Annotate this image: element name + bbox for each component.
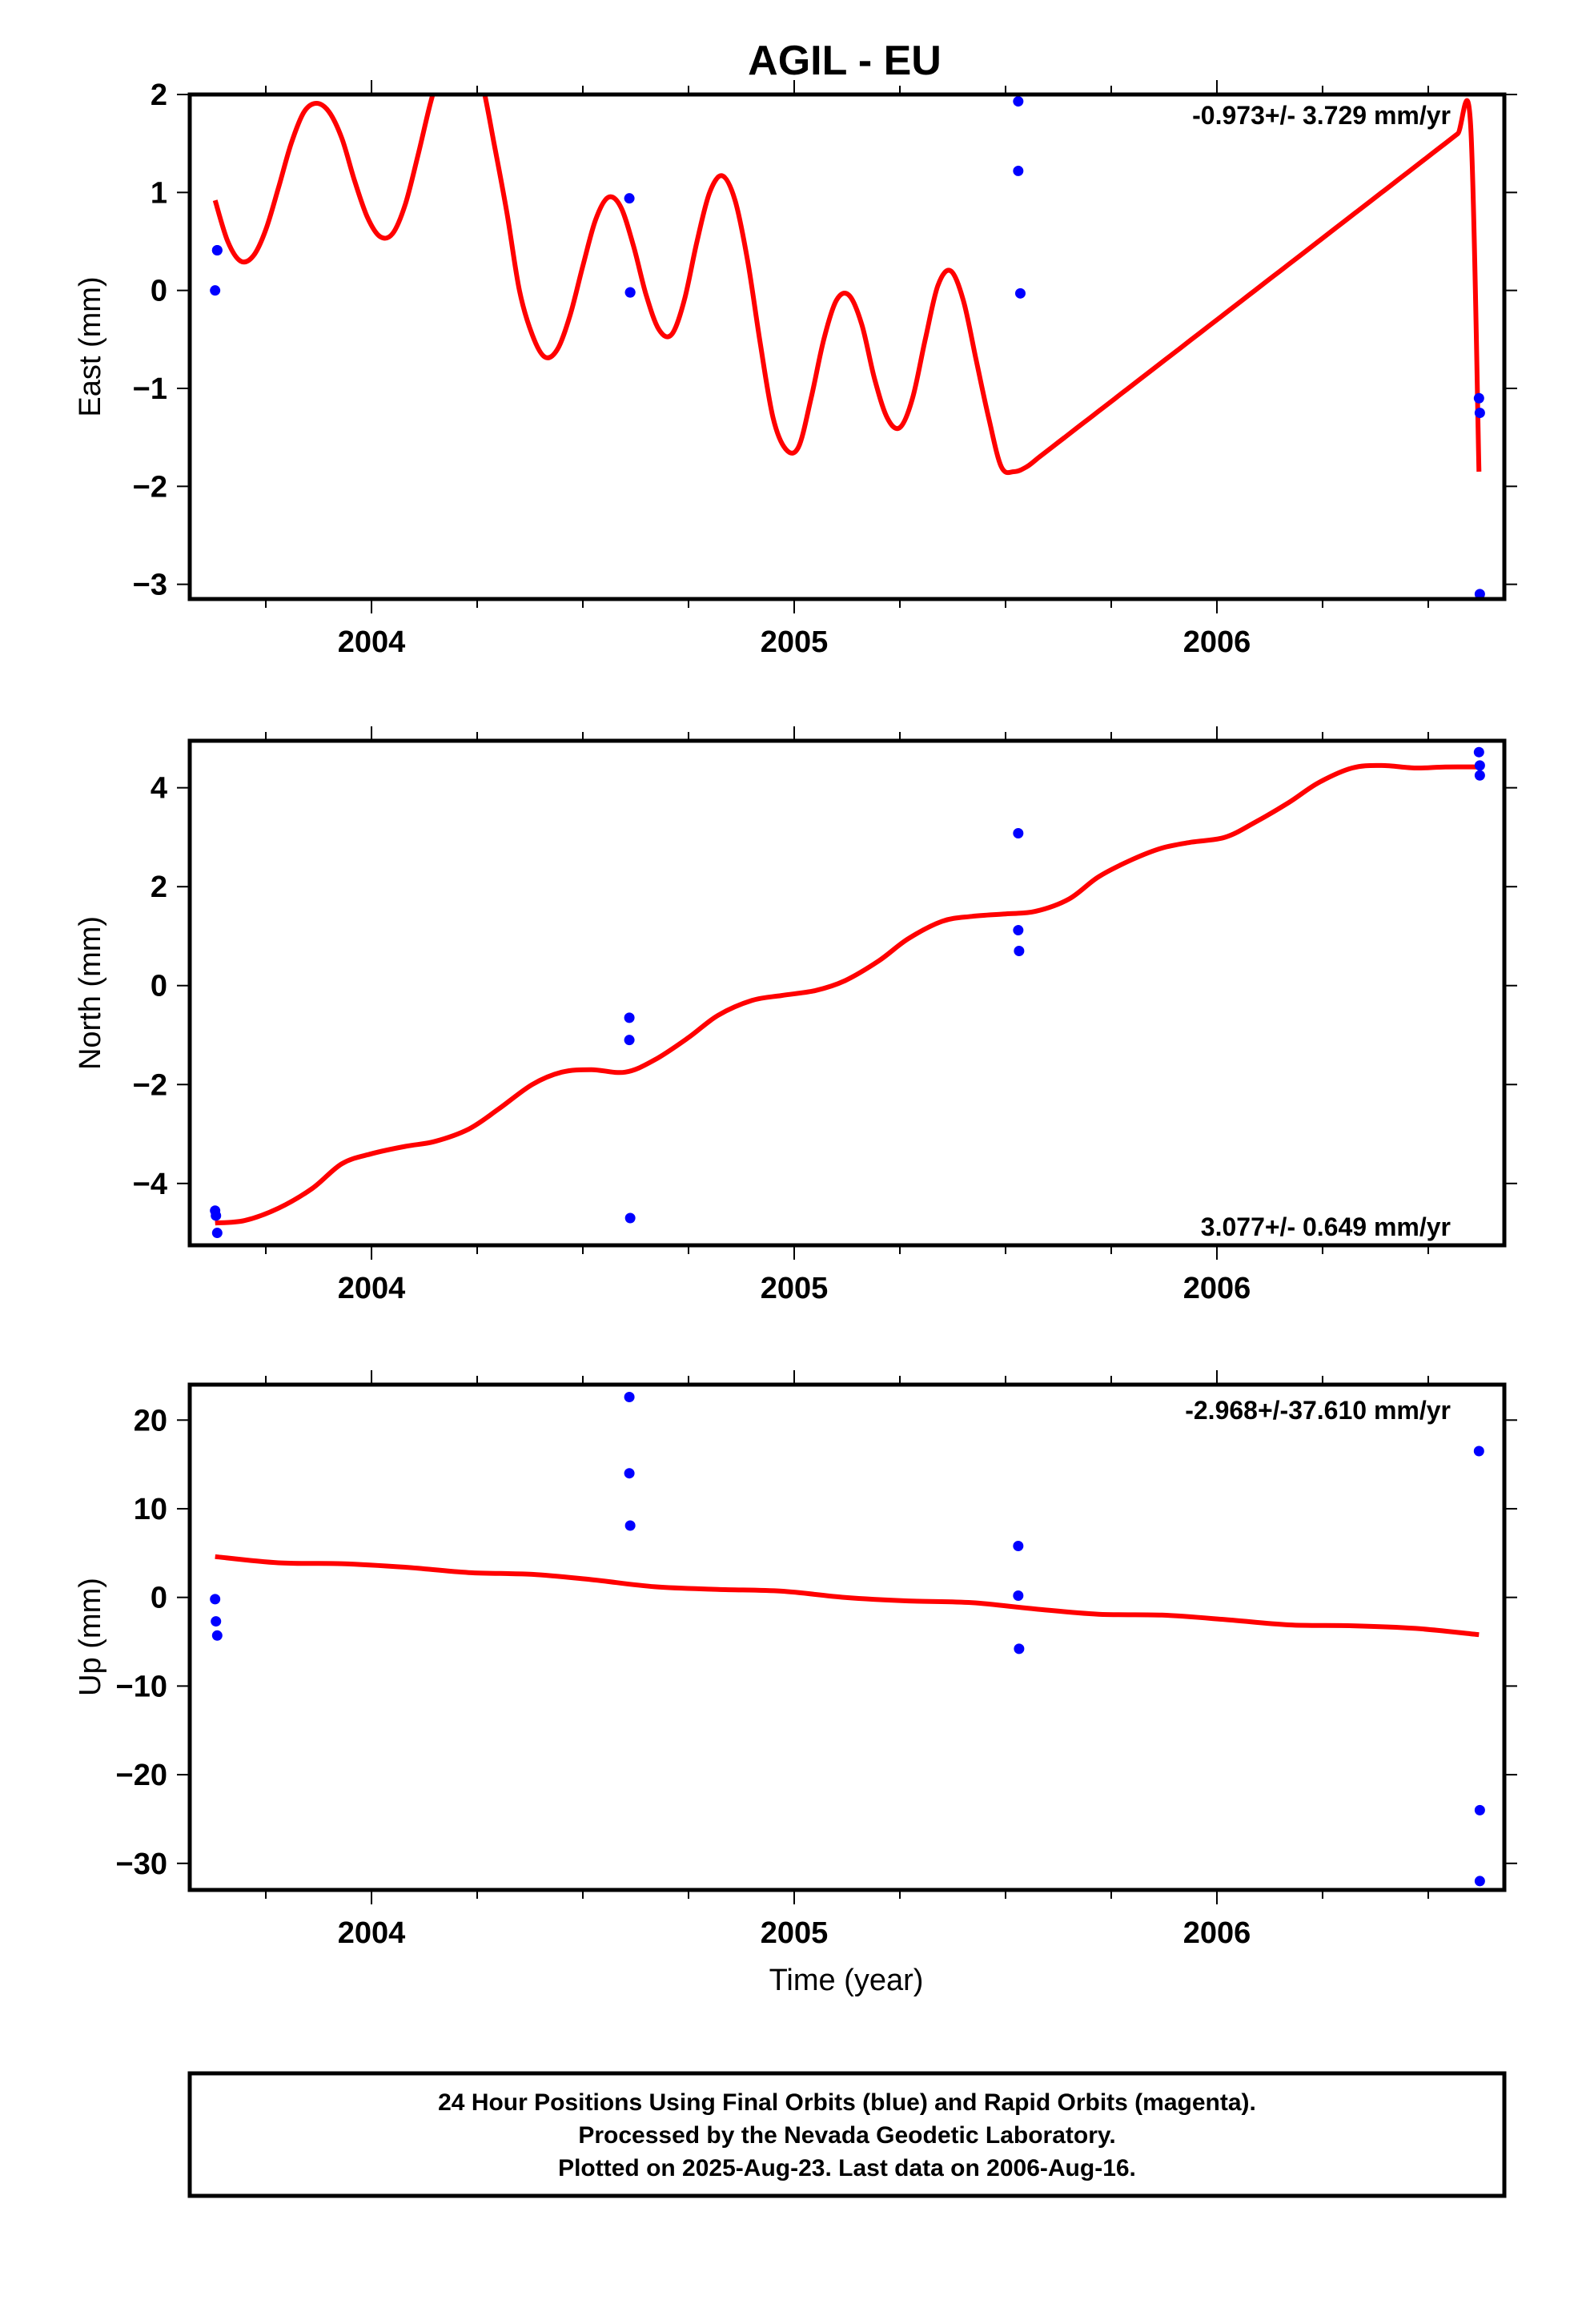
- east-data-point: [1013, 165, 1024, 176]
- north-y-tick-label: 2: [151, 870, 167, 904]
- east-x-tick-label: 2005: [761, 625, 829, 659]
- north-rate-label: 3.077+/- 0.649 mm/yr: [1201, 1212, 1451, 1241]
- up-x-tick-label: 2006: [1183, 1916, 1251, 1950]
- up-model-curve: [215, 1554, 1480, 1638]
- east-x-tick-label: 2004: [338, 625, 406, 659]
- up-rate-label: -2.968+/-37.610 mm/yr: [1185, 1396, 1451, 1425]
- north-data-point: [211, 1210, 222, 1221]
- east-y-tick-label: −1: [133, 372, 167, 406]
- up-data-point: [1013, 1590, 1024, 1601]
- east-data-point: [210, 285, 221, 296]
- footer-box: [187, 2071, 1507, 2198]
- up-data-point: [1014, 1643, 1025, 1655]
- north-y-tick-label: −2: [133, 1068, 167, 1102]
- east-y-tick-label: 1: [151, 176, 167, 210]
- north-data-point: [1014, 946, 1025, 956]
- north-data-point: [211, 1228, 223, 1239]
- up-panel: Up (mm) -2.968+/-37.610 mm/yr 2004 2005 20…: [74, 1370, 1517, 1950]
- north-y-tick-label: −4: [133, 1168, 167, 1201]
- north-data-point: [1474, 760, 1485, 771]
- up-data-point: [1474, 1876, 1485, 1887]
- north-data-point: [624, 1012, 635, 1023]
- north-x-tick-label: 2004: [338, 1272, 406, 1305]
- north-y-tick-label: 4: [151, 772, 167, 806]
- east-axis-label: East (mm): [74, 276, 107, 416]
- north-data-point: [1473, 746, 1484, 758]
- east-y-tick-label: 2: [151, 78, 167, 112]
- up-x-tick-label: 2005: [761, 1916, 829, 1950]
- up-y-tick-label: 0: [151, 1582, 167, 1615]
- east-x-tick-label: 2006: [1183, 625, 1251, 659]
- up-y-tick-label: 10: [134, 1493, 167, 1526]
- up-y-tick-label: 20: [134, 1404, 167, 1437]
- north-axis-label: North (mm): [74, 916, 107, 1070]
- east-data-point: [624, 193, 635, 204]
- footer-line-1: 24 Hour Positions Using Final Orbits (bl…: [438, 2089, 1256, 2116]
- east-y-tick-label: −2: [133, 470, 167, 504]
- up-plot-frame: [187, 1382, 1507, 1892]
- up-x-tick-label: 2004: [338, 1916, 406, 1950]
- north-panel: North (mm) 3.077+/- 0.649 mm/yr 2004 2005…: [74, 726, 1517, 1305]
- x-axis-label: Time (year): [769, 1964, 924, 1997]
- east-y-tick-label: 0: [151, 275, 167, 308]
- footer-line-2: Processed by the Nevada Geodetic Laborat…: [578, 2122, 1115, 2149]
- north-x-tick-label: 2005: [761, 1272, 829, 1305]
- east-data-point: [1474, 408, 1485, 419]
- up-data-point: [210, 1594, 221, 1605]
- north-model-curve: [215, 762, 1480, 1226]
- east-panel: East (mm) -0.973+/- 3.729 mm/yr 2004 2005…: [74, 78, 1517, 659]
- up-data-point: [1474, 1804, 1485, 1815]
- east-data-point: [1013, 96, 1024, 107]
- up-axis-label: Up (mm): [74, 1578, 107, 1696]
- north-x-tick-label: 2006: [1183, 1272, 1251, 1305]
- up-data-point: [211, 1616, 222, 1627]
- up-data-point: [624, 1468, 635, 1479]
- figure-title: AGIL - EU: [748, 38, 942, 84]
- up-y-tick-label: −10: [116, 1670, 167, 1703]
- east-data-point: [624, 287, 636, 298]
- east-rate-label: -0.973+/- 3.729 mm/yr: [1192, 101, 1451, 130]
- up-y-tick-label: −30: [116, 1848, 167, 1881]
- north-data-point: [624, 1035, 635, 1046]
- footer-line-3: Plotted on 2025-Aug-23. Last data on 200…: [558, 2155, 1136, 2181]
- north-plot-frame: [187, 738, 1507, 1248]
- east-data-point: [1474, 589, 1485, 600]
- east-y-tick-label: −3: [133, 569, 167, 602]
- up-data-point: [211, 1630, 223, 1641]
- north-y-tick-label: 0: [151, 970, 167, 1003]
- up-data-point: [624, 1391, 635, 1402]
- up-y-tick-label: −20: [116, 1759, 167, 1792]
- north-data-point: [624, 1212, 636, 1224]
- east-data-point: [1473, 392, 1484, 404]
- up-data-point: [1473, 1445, 1484, 1457]
- east-data-point: [211, 245, 223, 256]
- north-data-point: [1013, 828, 1024, 838]
- up-data-point: [1013, 1540, 1024, 1551]
- east-data-point: [1014, 287, 1026, 299]
- north-data-point: [1474, 770, 1485, 781]
- up-data-point: [624, 1520, 636, 1531]
- north-data-point: [1013, 925, 1024, 936]
- east-plot-frame: [187, 92, 1507, 601]
